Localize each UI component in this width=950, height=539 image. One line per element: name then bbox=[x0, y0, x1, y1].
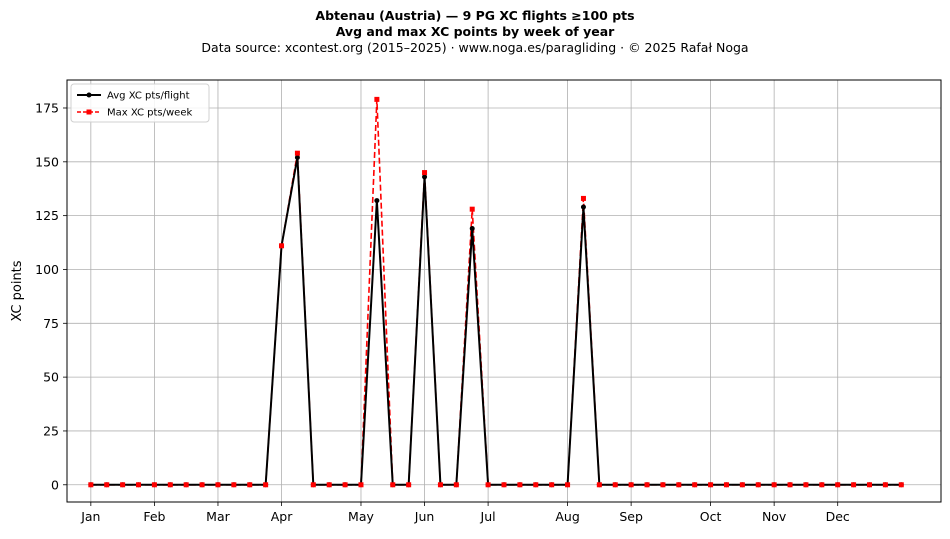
point-max bbox=[358, 482, 364, 488]
point-max bbox=[755, 482, 761, 488]
point-max bbox=[215, 482, 221, 488]
point-max bbox=[787, 482, 793, 488]
x-axis: Jan Feb Mar Apr May Jun Jul Aug Sep Oct Nov Dec bbox=[80, 502, 850, 524]
y-axis-label: XC points bbox=[10, 260, 25, 321]
point-max bbox=[183, 482, 189, 488]
x-tick-label: Feb bbox=[143, 509, 165, 524]
point-max bbox=[263, 482, 269, 488]
x-tick-label: Sep bbox=[619, 509, 643, 524]
grid-lines bbox=[67, 80, 941, 502]
y-tick-label: 175 bbox=[35, 100, 59, 115]
point-max bbox=[565, 482, 571, 488]
x-tick-label: May bbox=[348, 509, 374, 524]
x-tick-label: Apr bbox=[271, 509, 293, 524]
point-avg bbox=[422, 174, 428, 180]
point-max bbox=[199, 482, 205, 488]
x-tick-label: Jul bbox=[480, 509, 496, 524]
point-max bbox=[882, 482, 888, 488]
chart-titles: Abtenau (Austria) — 9 PG XC flights ≥100… bbox=[0, 8, 950, 56]
x-tick-label: Aug bbox=[555, 509, 579, 524]
point-max bbox=[437, 482, 443, 488]
series-line-avg bbox=[90, 156, 902, 486]
point-max bbox=[708, 482, 714, 488]
point-avg bbox=[580, 204, 586, 210]
point-max bbox=[819, 482, 825, 488]
x-tick-label: Jun bbox=[414, 509, 435, 524]
series-group bbox=[88, 96, 904, 488]
point-max bbox=[485, 482, 491, 488]
point-max bbox=[866, 482, 872, 488]
point-max bbox=[517, 482, 523, 488]
point-max bbox=[660, 482, 666, 488]
point-max bbox=[676, 482, 682, 488]
point-max bbox=[326, 482, 332, 488]
point-max bbox=[533, 482, 539, 488]
point-avg bbox=[294, 155, 300, 161]
series-line-max bbox=[90, 98, 902, 486]
point-avg bbox=[469, 226, 475, 232]
point-max bbox=[803, 482, 809, 488]
x-tick-label: Dec bbox=[826, 509, 850, 524]
point-max bbox=[469, 206, 475, 212]
y-tick-label: 125 bbox=[35, 208, 59, 223]
y-tick-label: 0 bbox=[51, 477, 59, 492]
legend-marker bbox=[86, 92, 92, 98]
point-max bbox=[644, 482, 650, 488]
x-tick-label: Jan bbox=[80, 509, 100, 524]
point-max bbox=[723, 482, 729, 488]
point-max bbox=[628, 482, 634, 488]
point-max bbox=[692, 482, 698, 488]
legend-label: Max XC pts/week bbox=[107, 108, 192, 119]
y-tick-label: 75 bbox=[43, 316, 59, 331]
y-tick-label: 50 bbox=[43, 370, 59, 385]
y-tick-label: 150 bbox=[35, 154, 59, 169]
chart-source: Data source: xcontest.org (2015–2025) · … bbox=[201, 40, 749, 55]
chart-subtitle: Avg and max XC points by week of year bbox=[335, 24, 615, 39]
point-max bbox=[120, 482, 126, 488]
plot-frame bbox=[66, 79, 942, 503]
point-max bbox=[310, 482, 316, 488]
chart-title: Abtenau (Austria) — 9 PG XC flights ≥100… bbox=[315, 8, 635, 23]
point-max bbox=[247, 482, 253, 488]
legend-box bbox=[70, 83, 210, 123]
point-max bbox=[580, 195, 586, 201]
point-max bbox=[167, 482, 173, 488]
legend-marker bbox=[86, 109, 92, 115]
point-max bbox=[612, 482, 618, 488]
point-max bbox=[549, 482, 555, 488]
x-tick-label: Mar bbox=[206, 509, 230, 524]
point-max bbox=[851, 482, 857, 488]
point-max bbox=[739, 482, 745, 488]
y-tick-label: 100 bbox=[35, 262, 59, 277]
point-max bbox=[374, 96, 380, 102]
point-max bbox=[294, 150, 300, 156]
point-max bbox=[898, 482, 904, 488]
y-tick-label: 25 bbox=[43, 423, 59, 438]
point-max bbox=[596, 482, 602, 488]
point-max bbox=[771, 482, 777, 488]
point-max bbox=[231, 482, 237, 488]
legend: Avg XC pts/flight Max XC pts/week bbox=[70, 83, 210, 123]
point-max bbox=[88, 482, 94, 488]
x-tick-label: Nov bbox=[762, 509, 787, 524]
point-max bbox=[406, 482, 412, 488]
point-max bbox=[151, 482, 157, 488]
x-tick-label: Oct bbox=[700, 509, 722, 524]
point-avg bbox=[374, 198, 380, 204]
point-max bbox=[342, 482, 348, 488]
point-max bbox=[501, 482, 507, 488]
point-max bbox=[279, 243, 285, 249]
point-max bbox=[453, 482, 459, 488]
point-max bbox=[104, 482, 110, 488]
y-axis: 0 25 50 75 100 125 150 175 bbox=[35, 100, 67, 492]
point-max bbox=[835, 482, 841, 488]
point-max bbox=[390, 482, 396, 488]
point-max bbox=[136, 482, 142, 488]
legend-label: Avg XC pts/flight bbox=[107, 91, 190, 102]
point-max bbox=[422, 170, 428, 176]
